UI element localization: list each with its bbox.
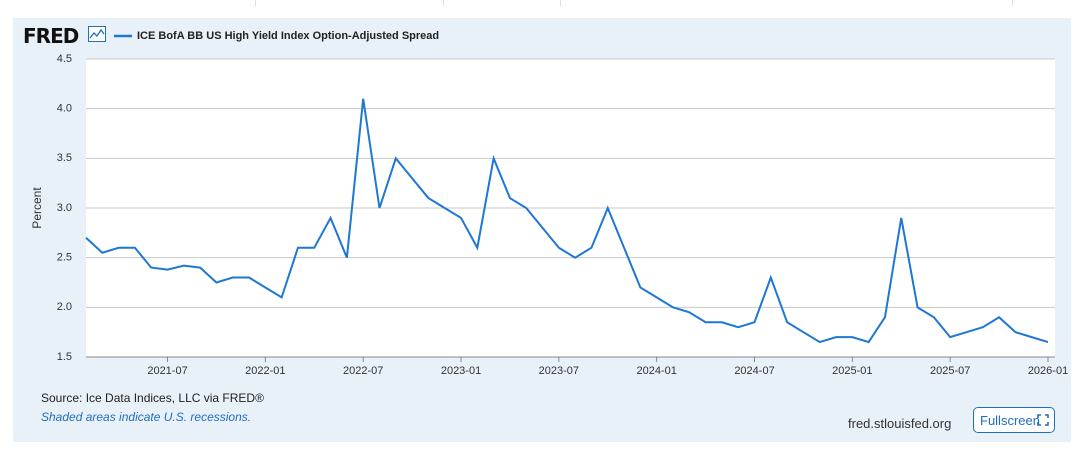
x-tick-label: 2025-01 xyxy=(832,365,872,377)
data-line xyxy=(85,98,1049,344)
fullscreen-button[interactable]: Fullscreen xyxy=(973,407,1055,433)
x-tick-label: 2024-01 xyxy=(636,365,676,377)
legend-label: ICE BofA BB US High Yield Index Option-A… xyxy=(137,30,439,42)
chart-icon xyxy=(88,26,106,42)
x-tick-label: 2024-07 xyxy=(734,365,774,377)
tab-divider xyxy=(255,0,256,6)
x-tick-label: 2022-01 xyxy=(245,365,285,377)
x-tick-label: 2023-01 xyxy=(441,365,481,377)
logo: FRED xyxy=(23,24,79,48)
source: Source: Ice Data Indices, LLC via FRED® xyxy=(41,391,264,405)
tab-divider xyxy=(443,0,444,6)
x-tick-label: 2025-07 xyxy=(930,365,970,377)
y-tick-label: 2.0 xyxy=(57,301,72,313)
y-tick-label: 1.5 xyxy=(57,351,72,363)
y-tick-label: 4.5 xyxy=(57,53,72,65)
y-tick-label: 2.5 xyxy=(57,252,72,264)
site-link[interactable]: fred.stlouisfed.org xyxy=(848,416,952,431)
fullscreen-icon[interactable] xyxy=(1037,414,1049,426)
y-tick-label: 3.5 xyxy=(57,152,72,164)
y-tick-label: 3.0 xyxy=(57,202,72,214)
y-tick-label: 4.0 xyxy=(57,103,72,115)
x-tick-label: 2023-07 xyxy=(539,365,579,377)
x-tick-label: 2026-01 xyxy=(1028,365,1068,377)
x-tick-label: 2022-07 xyxy=(343,365,383,377)
y-axis-label: Percent xyxy=(30,187,44,229)
button-label[interactable]: Fullscreen xyxy=(980,413,1040,428)
x-tick-label: 2021-07 xyxy=(147,365,187,377)
tab-divider xyxy=(1012,0,1013,6)
recession-note: Shaded areas indicate U.S. recessions. xyxy=(41,410,252,424)
tab-divider xyxy=(560,0,561,6)
